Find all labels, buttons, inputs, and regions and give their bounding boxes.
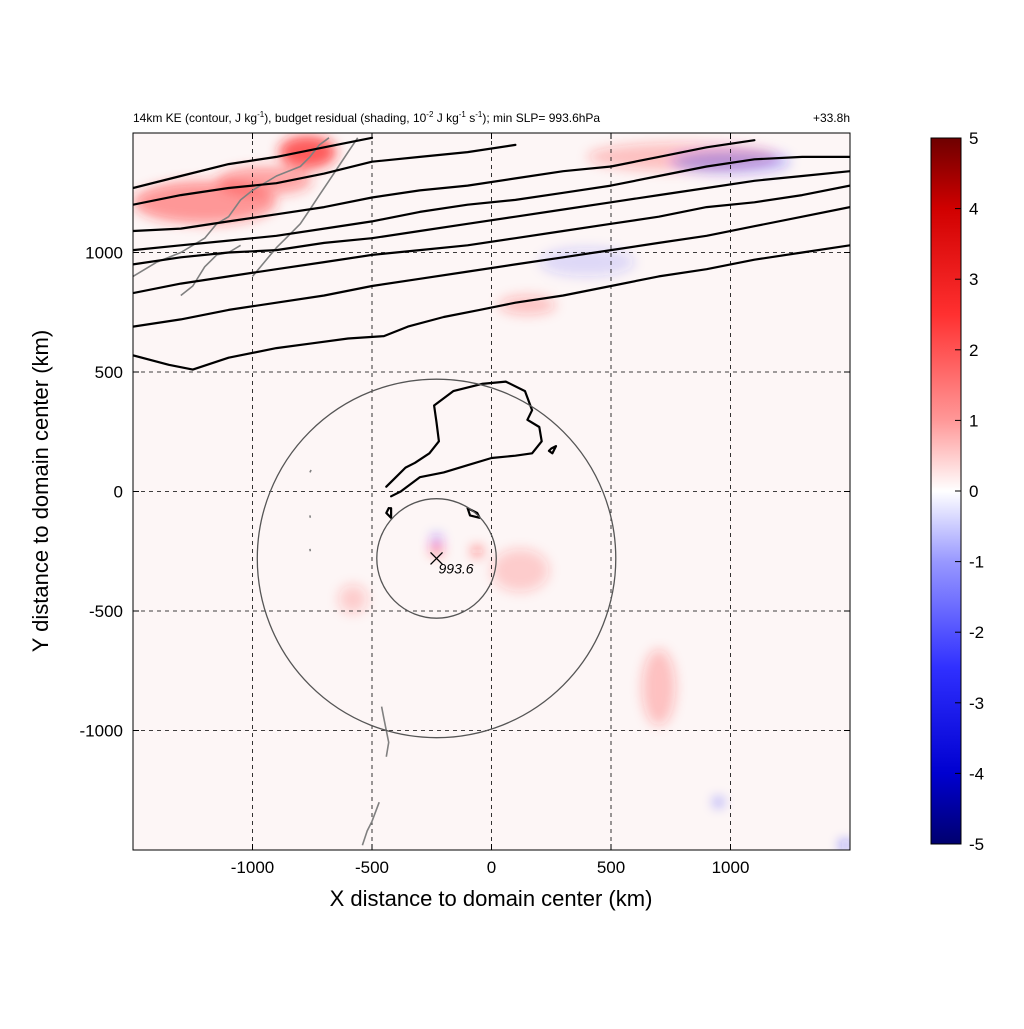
x-tick-label: -500: [355, 858, 389, 877]
y-tick-label: 500: [95, 363, 123, 382]
positive-residual-patch: [492, 549, 549, 592]
x-tick-label: 0: [487, 858, 496, 877]
negative-residual-patch: [539, 248, 635, 277]
x-tick-label: -1000: [231, 858, 274, 877]
chart-title: 14km KE (contour, J kg-1), budget residu…: [133, 110, 600, 125]
y-tick-label: 0: [114, 483, 123, 502]
x-axis-label: X distance to domain center (km): [330, 886, 653, 911]
colorbar-tick-label: -1: [969, 553, 984, 572]
negative-residual-patch: [432, 535, 442, 545]
positive-residual-patch: [217, 166, 313, 195]
y-axis-label: Y distance to domain center (km): [28, 330, 53, 652]
colorbar-tick-label: 0: [969, 482, 978, 501]
x-tick-label: 1000: [712, 858, 750, 877]
positive-residual-patch: [279, 135, 336, 168]
colorbar-tick-label: -3: [969, 694, 984, 713]
negative-residual-patch: [840, 842, 850, 849]
y-tick-label: 1000: [85, 244, 123, 263]
min-slp-label: 993.6: [439, 560, 474, 576]
positive-residual-patch: [472, 546, 482, 556]
colorbar-tick-label: -4: [969, 764, 984, 783]
coastline: [310, 470, 311, 472]
negative-residual-patch: [715, 799, 722, 806]
y-tick-label: -1000: [80, 722, 123, 741]
y-tick-label: -500: [89, 602, 123, 621]
x-tick-label: 500: [597, 858, 625, 877]
positive-residual-patch: [642, 649, 675, 725]
positive-residual-patch: [431, 543, 443, 555]
colorbar-tick-label: 4: [969, 200, 978, 219]
colorbar-tick-label: 3: [969, 270, 978, 289]
colorbar-tick-label: 5: [969, 129, 978, 148]
colorbar-tick-label: -5: [969, 835, 984, 854]
colorbar-tick-label: 2: [969, 341, 978, 360]
colorbar-tick-label: -2: [969, 623, 984, 642]
colorbar-tick-label: 1: [969, 411, 978, 430]
positive-residual-patch: [339, 585, 368, 614]
lead-time: +33.8h: [813, 111, 850, 125]
